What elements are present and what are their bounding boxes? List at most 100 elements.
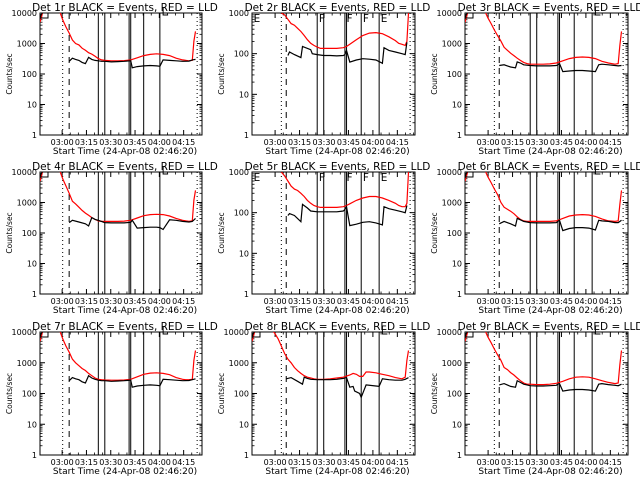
- y-axis-label: Counts/sec: [430, 373, 439, 414]
- y-tick-label: 1: [244, 290, 249, 299]
- x-tick-label: 03:00: [477, 138, 500, 147]
- y-tick-label: 1: [457, 451, 462, 460]
- x-tick-label: 03:45: [550, 458, 573, 467]
- panel-title: Det 4r BLACK = Events, RED = LLD: [32, 161, 218, 173]
- plot-area: [280, 172, 411, 294]
- x-tick-label: 03:45: [337, 458, 360, 467]
- y-tick-label: 1: [32, 290, 37, 299]
- panel-det-1: Det 1r BLACK = Events, RED = LLD 1 10 100 10…: [5, 2, 218, 157]
- state-flag-mark: [464, 12, 474, 19]
- x-tick-label: 03:00: [477, 458, 500, 467]
- panel-title: Det 5r BLACK = Events, RED = LLD: [245, 161, 431, 173]
- x-tick-label: 03:15: [288, 458, 311, 467]
- panel-title: Det 9r BLACK = Events, RED = LLD: [458, 321, 640, 333]
- x-axis-label: Start Time (24-Apr-08 02:46:20): [478, 147, 622, 157]
- y-tick-label: 100: [447, 390, 462, 399]
- panel-det-5: Det 5r BLACK = Events, RED = LLD 1 10 100 10…: [217, 161, 430, 316]
- y-axis-label: Counts/sec: [217, 373, 226, 414]
- y-tick-label: 10000: [12, 9, 37, 18]
- y-tick-label: 1000: [442, 359, 462, 368]
- y-tick-label: 1: [32, 451, 37, 460]
- x-tick-label: 03:15: [288, 297, 311, 306]
- x-tick-label: 04:15: [599, 297, 622, 306]
- x-tick-label: 03:30: [525, 458, 548, 467]
- x-tick-label: 03:45: [124, 138, 147, 147]
- x-tick-label: 03:30: [312, 297, 335, 306]
- y-tick-label: 100: [234, 50, 249, 59]
- state-flag-mark: [464, 171, 474, 178]
- y-tick-label: 1: [457, 290, 462, 299]
- state-flag-mark: [594, 7, 601, 16]
- series-line-lld: [40, 332, 197, 381]
- plot-area: [40, 13, 198, 135]
- y-tick-label: 100: [22, 229, 37, 238]
- y-tick-label: 100: [234, 209, 249, 218]
- state-flag-mark: [594, 326, 601, 335]
- y-tick-label: 1000: [17, 199, 37, 208]
- panel-title: Det 7r BLACK = Events, RED = LLD: [32, 321, 218, 333]
- x-tick-label: 03:45: [337, 297, 360, 306]
- plot-frame: [39, 331, 203, 456]
- state-flag-mark: [39, 331, 49, 338]
- y-axis-label: Counts/sec: [5, 212, 14, 253]
- x-tick-label: 03:00: [264, 297, 287, 306]
- series-line-events: [499, 379, 622, 392]
- series-line-lld: [252, 332, 410, 380]
- plot-frame: [464, 12, 629, 136]
- x-tick-label: 03:00: [264, 138, 287, 147]
- state-flag-mark: [464, 331, 474, 338]
- y-tick-label: 1000: [229, 168, 249, 177]
- y-tick-label: 10: [27, 420, 37, 429]
- y-tick-label: 1000: [229, 359, 249, 368]
- y-tick-label: 100: [447, 70, 462, 79]
- series-line-lld: [465, 332, 623, 386]
- y-tick-label: 100: [234, 390, 249, 399]
- y-axis-label: Counts/sec: [430, 212, 439, 253]
- series-line-events: [68, 56, 196, 69]
- x-tick-label: 03:30: [312, 458, 335, 467]
- x-tick-label: 03:00: [51, 138, 74, 147]
- plot-frame: [39, 171, 203, 295]
- x-tick-label: 03:15: [75, 458, 98, 467]
- plot-area: [465, 172, 624, 294]
- series-line-events: [287, 42, 408, 65]
- y-axis-label: Counts/sec: [5, 373, 14, 414]
- plot-area: [465, 332, 624, 455]
- panel-title: Det 1r BLACK = Events, RED = LLD: [32, 2, 218, 14]
- series-line-events: [286, 376, 409, 399]
- series-line-lld: [465, 13, 623, 65]
- x-axis-label: Start Time (24-Apr-08 02:46:20): [265, 467, 409, 477]
- y-tick-label: 10: [27, 101, 37, 110]
- panel-det-9: Det 9r BLACK = Events, RED = LLD 1 10 100 10…: [430, 321, 640, 477]
- x-axis-label: Start Time (24-Apr-08 02:46:20): [53, 467, 197, 477]
- x-tick-label: 03:45: [124, 297, 147, 306]
- x-tick-label: 03:45: [550, 297, 573, 306]
- y-tick-label: 1000: [442, 199, 462, 208]
- series-line-events: [287, 203, 408, 227]
- x-tick-label: 04:15: [172, 138, 195, 147]
- x-axis-label: Start Time (24-Apr-08 02:46:20): [478, 306, 622, 316]
- panel-det-3: Det 3r BLACK = Events, RED = LLD 1 10 100 10…: [430, 2, 640, 157]
- y-tick-label: 1000: [229, 9, 249, 18]
- x-tick-label: 04:00: [148, 458, 171, 467]
- y-tick-label: 10000: [12, 328, 37, 337]
- state-annotation: E: [381, 13, 388, 25]
- x-tick-label: 03:15: [501, 138, 524, 147]
- x-tick-label: 03:30: [312, 138, 335, 147]
- plot-frame: [464, 171, 629, 295]
- state-annotation: E: [254, 13, 261, 25]
- panel-det-4: Det 4r BLACK = Events, RED = LLD 1 10 100 10…: [5, 161, 218, 316]
- y-tick-label: 10000: [224, 328, 249, 337]
- state-flag-mark: [381, 326, 388, 335]
- x-tick-label: 04:00: [361, 458, 384, 467]
- plot-area: [40, 172, 198, 294]
- y-axis-label: Counts/sec: [217, 212, 226, 253]
- panel-det-7: Det 7r BLACK = Events, RED = LLD 1 10 100 10…: [5, 321, 218, 477]
- x-tick-label: 04:15: [386, 297, 409, 306]
- x-tick-label: 04:15: [172, 297, 195, 306]
- y-axis-label: Counts/sec: [430, 53, 439, 94]
- y-tick-label: 10: [452, 420, 462, 429]
- y-tick-label: 100: [22, 70, 37, 79]
- x-tick-label: 04:00: [361, 297, 384, 306]
- plot-frame: [251, 171, 416, 295]
